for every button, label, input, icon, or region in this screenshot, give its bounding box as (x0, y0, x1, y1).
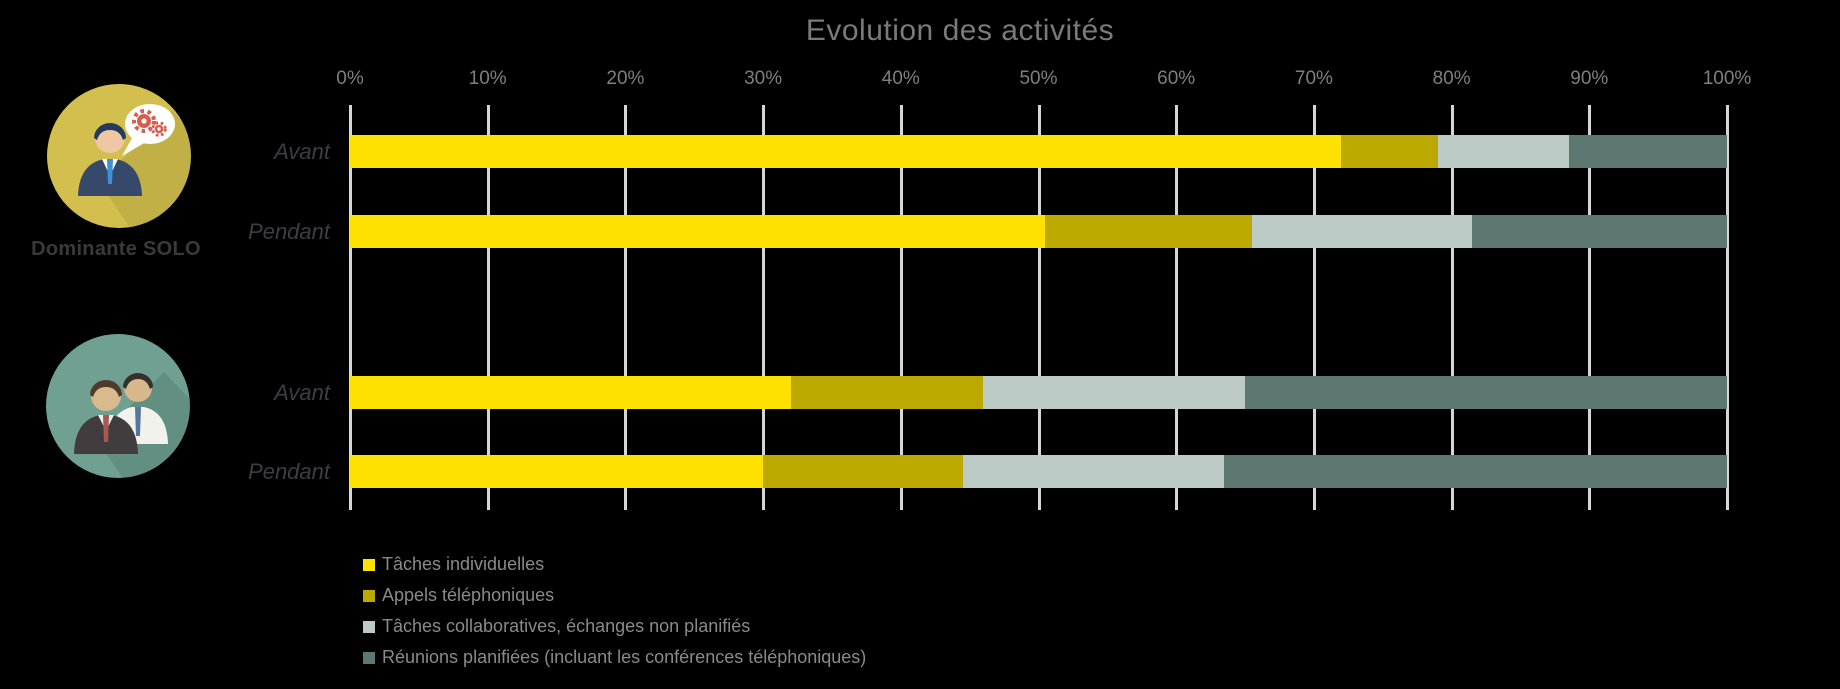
legend-swatch-appels-telephoniques (363, 589, 375, 602)
gridline (1726, 105, 1729, 510)
bar-segment (763, 455, 963, 488)
stacked-bar-avant-2 (350, 376, 1727, 409)
legend-item: Appels téléphoniques (363, 580, 866, 611)
x-axis-tick: 40% (881, 68, 920, 89)
x-axis-tick: 100% (1702, 68, 1752, 89)
plot-area (349, 105, 1729, 510)
x-axis-tick: 20% (606, 68, 645, 89)
bar-segment (1568, 135, 1727, 168)
legend-item: Tâches collaboratives, échanges non plan… (363, 611, 866, 642)
row-label-avant-1: Avant (274, 139, 330, 164)
gridline (762, 105, 766, 510)
x-axis-tick: 50% (1019, 68, 1058, 89)
gridline (624, 105, 628, 510)
gridline (1588, 105, 1592, 510)
legend-label: Appels téléphoniques (382, 585, 555, 605)
bar-segment (350, 455, 764, 488)
legend-swatch-taches-individuelles (363, 558, 375, 571)
x-axis-tick: 70% (1294, 68, 1333, 89)
stacked-bar-pendant-2 (350, 455, 1727, 488)
legend-swatch-taches-collaboratives (363, 620, 375, 633)
x-axis-tick: 90% (1570, 68, 1609, 89)
gridline (1312, 105, 1316, 510)
legend-swatch-reunions-planifiees (363, 651, 375, 664)
bar-segment (1472, 215, 1727, 248)
gridline (1450, 105, 1454, 510)
stacked-bar-pendant-1 (350, 215, 1727, 248)
legend-label: Tâches collaboratives, échanges non plan… (382, 616, 751, 636)
stacked-bar-avant-1 (350, 135, 1727, 168)
gridline (1175, 105, 1179, 510)
x-axis-tick: 0% (336, 68, 364, 89)
x-axis-tick-labels: 0% 10% 20% 30% 40% 50% 60% 70% 80% 90% 100% (336, 68, 1751, 92)
group-label-dominante-solo: Dominante SOLO (31, 238, 201, 260)
x-axis-tick: 60% (1157, 68, 1196, 89)
chart-title: Evolution des activités (805, 14, 1115, 47)
bar-segment (350, 215, 1046, 248)
legend-item: Réunions planifiées (incluant les confér… (363, 642, 866, 673)
x-axis-tick: 80% (1432, 68, 1471, 89)
bar-segment (350, 135, 1342, 168)
row-label-pendant-1: Pendant (248, 219, 330, 244)
row-label-avant-2: Avant (274, 380, 330, 405)
bar-segment (1437, 135, 1569, 168)
x-axis-tick: 30% (744, 68, 783, 89)
gridline (1037, 105, 1041, 510)
gridline (899, 105, 903, 510)
bar-segment (1224, 455, 1727, 488)
bar-segment (790, 376, 984, 409)
bar-segment (983, 376, 1246, 409)
bar-segment (1245, 376, 1727, 409)
two-people-icon (42, 332, 194, 485)
bar-segment (350, 376, 791, 409)
bar-segment (1045, 215, 1252, 248)
legend-label: Tâches individuelles (382, 554, 545, 574)
legend-item: Tâches individuelles (363, 549, 866, 580)
bar-segment (1341, 135, 1438, 168)
bar-segment (1251, 215, 1473, 248)
gridline (486, 105, 490, 510)
row-label-pendant-2: Pendant (248, 459, 330, 484)
legend: Tâches individuelles Appels téléphonique… (363, 549, 866, 673)
gridline (349, 105, 352, 510)
bar-segment (962, 455, 1225, 488)
x-axis-tick: 10% (468, 68, 507, 89)
solo-person-speech-gears-icon (44, 82, 194, 235)
legend-label: Réunions planifiées (incluant les confér… (382, 647, 867, 667)
